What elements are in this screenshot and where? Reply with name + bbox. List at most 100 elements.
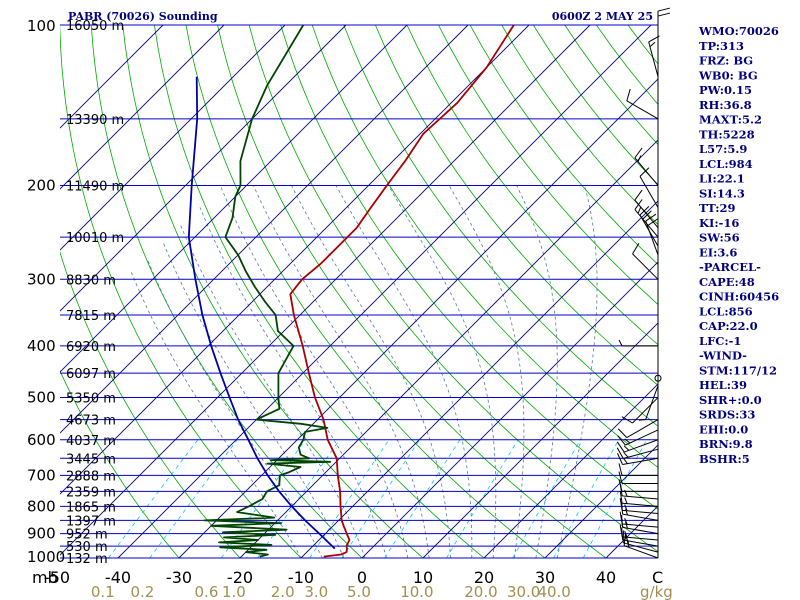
wind-barbs (616, 7, 671, 559)
mixing-ratio-tick-label: 2.0 (271, 583, 295, 600)
parcel-line (187, 76, 336, 550)
mixing-ratio-line (257, 439, 340, 558)
temperature-tick-label: 0 (357, 568, 367, 587)
height-label: 8830 m (66, 273, 116, 288)
isotherm-line (60, 25, 408, 373)
wind-barb-flag (634, 189, 643, 201)
wind-barb-flag (619, 498, 623, 511)
wind-barb-staff (645, 385, 659, 420)
height-label: 132 m (66, 552, 108, 567)
sounding-index-text: LI:22.1 (699, 172, 745, 186)
mixing-ratio-tick-label: 10.0 (400, 583, 433, 600)
sounding-index-text: CAP:22.0 (699, 319, 758, 333)
mixing-ratio-tick-label: 0.1 (91, 583, 115, 600)
temperature-tick-label: 30 (535, 568, 555, 587)
height-label: 3445 m (66, 452, 116, 467)
temperature-unit-label: C (652, 568, 663, 587)
height-label: 5350 m (66, 392, 116, 407)
sounding-index-text: EI:3.6 (699, 245, 737, 259)
moist-adiabat (179, 222, 366, 558)
sounding-index-text: HEL:39 (699, 378, 747, 392)
moist-adiabat (130, 271, 302, 558)
wind-barb-flag (625, 508, 628, 516)
sounding-index-text: BRN:9.8 (699, 437, 753, 451)
wind-barb-flag (624, 504, 628, 511)
station-title: PABR (70026) Sounding (68, 10, 218, 23)
valid-time: 0600Z 2 MAY 25 (552, 10, 653, 23)
wind-barb-staff (622, 526, 659, 535)
wind-barb (616, 439, 659, 453)
wind-barb-flag (619, 524, 623, 537)
sounding-index-text: SW:56 (699, 231, 740, 245)
wind-barb-flag (626, 88, 631, 101)
wind-barb-staff (622, 502, 659, 507)
sounding-index-text: STM:117/12 (699, 363, 777, 377)
wind-barb-staff (622, 513, 659, 521)
mixing-ratio-unit-label: g/kg (640, 583, 673, 600)
wind-barb-staff (622, 457, 659, 466)
temperature-tick-label: -20 (227, 568, 253, 587)
mixing-ratio-tick-label: 5.0 (347, 583, 371, 600)
height-label: 952 m (66, 528, 108, 543)
height-label: 530 m (66, 540, 108, 555)
sounding-index-text: BSHR:5 (699, 452, 750, 466)
wind-barb-staff (625, 429, 659, 446)
wind-barb-flag (632, 242, 640, 255)
isotherm-line (60, 25, 225, 190)
height-label: 16050 m (66, 19, 124, 34)
pressure-tick-label: 500 (27, 389, 56, 407)
pressure-tick-label: 400 (27, 337, 56, 355)
mixing-ratio-tick-label: 30.0 (507, 583, 540, 600)
mixing-ratio-tick-label: 3.0 (304, 583, 328, 600)
temperature-tick-label: -10 (288, 568, 314, 587)
wind-barb-staff (639, 214, 659, 247)
wind-barb-staff (634, 199, 659, 228)
pressure-tick-label: 800 (27, 497, 56, 515)
wind-barb-flag (617, 453, 624, 465)
isotherm-line (60, 25, 347, 312)
wind-barb-staff (632, 253, 659, 280)
wind-barb (616, 447, 659, 460)
wind-barb-flag (645, 213, 657, 222)
wind-barb-flag (634, 147, 643, 159)
temperature-tick-label: 10 (413, 568, 433, 587)
wind-barb-flag (623, 451, 629, 458)
temperature-tick-label: -40 (105, 568, 131, 587)
moist-adiabat (146, 259, 323, 558)
wind-barb-flag (624, 530, 628, 538)
sounding-index-text: LFC:-1 (699, 334, 741, 348)
wind-barb-flag (637, 155, 642, 162)
height-label: 1397 m (66, 514, 116, 529)
isotherm-line (60, 25, 164, 129)
sounding-index-text: SI:14.3 (699, 186, 745, 200)
wind-barb-staff (622, 509, 659, 514)
mixing-ratio-line (341, 439, 420, 558)
height-label: 2888 m (66, 469, 116, 484)
wind-barb-flag (618, 471, 623, 484)
temperature-tick-label: -50 (44, 568, 70, 587)
wind-barb-staff (645, 220, 659, 256)
sounding-index-text: TH:5228 (699, 127, 755, 141)
moist-adiabat (387, 185, 497, 558)
mixing-ratio-line (309, 439, 390, 558)
wind-barb-flag (638, 419, 646, 421)
wind-barb-flag (624, 517, 628, 525)
wind-barb-staff (634, 209, 659, 238)
wind-barb-staff (622, 536, 659, 541)
wind-barb-flag (619, 511, 623, 525)
wind-barb-staff (622, 539, 659, 547)
wind-barb (619, 490, 659, 507)
sounding-index-text: SRDS:33 (699, 408, 755, 422)
wind-barb-flag (657, 7, 671, 12)
isotherm-line (361, 261, 658, 558)
temperature-tick-label: 40 (596, 568, 616, 587)
wind-barb-flag (624, 497, 628, 504)
pressure-tick-label: 300 (27, 270, 56, 288)
pressure-tick-label: 1000 (27, 548, 65, 566)
wind-barb (618, 463, 658, 476)
isotherm-line (117, 25, 652, 558)
mixing-ratio-tick-label: 20.0 (464, 583, 497, 600)
wind-barb-flag (649, 41, 656, 48)
